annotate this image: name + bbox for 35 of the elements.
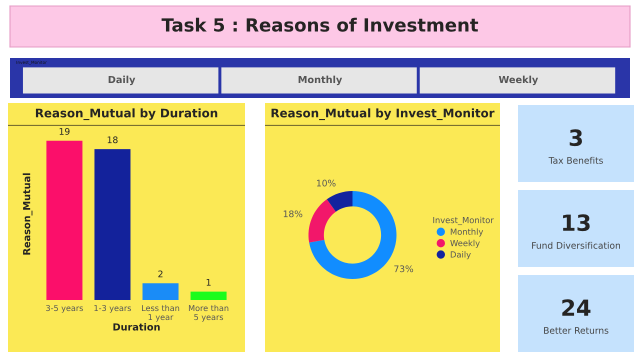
x-axis-title: Duration bbox=[113, 323, 160, 331]
bar bbox=[142, 283, 179, 300]
legend-label: Monthly bbox=[450, 228, 484, 236]
legend-label: Weekly bbox=[450, 240, 480, 248]
text: Daily bbox=[108, 76, 136, 86]
donut-slice bbox=[326, 191, 352, 212]
x-tick-label: Less than 1 year bbox=[142, 304, 180, 322]
data-label: 10% bbox=[316, 180, 336, 187]
text: 13 bbox=[563, 214, 590, 232]
x-tick-label: More than 5 years bbox=[188, 304, 228, 322]
text: Task 5 : Reasons of Investment bbox=[162, 18, 478, 32]
bar bbox=[190, 292, 227, 300]
x-tick-label: 1-3 years bbox=[94, 305, 132, 313]
data-label: 73% bbox=[394, 265, 414, 272]
text: 3 bbox=[570, 129, 582, 146]
legend-label: Daily bbox=[450, 251, 471, 260]
chart-title: Reason_Mutual by Duration bbox=[36, 108, 218, 120]
text: Monthly bbox=[298, 76, 342, 86]
chart-title: Reason_Mutual by Invest_Monitor bbox=[272, 108, 494, 120]
data-label: 19 bbox=[60, 128, 70, 135]
data-label: 18% bbox=[284, 210, 302, 218]
bar bbox=[46, 140, 82, 300]
data-label: 1 bbox=[206, 278, 211, 286]
x-tick-label: 3-5 years bbox=[46, 305, 83, 313]
text: 24 bbox=[562, 299, 590, 316]
y-axis-title: Reason_Mutual bbox=[22, 173, 32, 255]
text: Fund Diversification bbox=[532, 242, 620, 249]
text: Better Returns bbox=[544, 327, 608, 334]
legend-title: Invest_Monitor bbox=[433, 216, 494, 226]
text: Tax Benefits bbox=[548, 156, 603, 164]
data-label: 18 bbox=[108, 136, 118, 144]
bar bbox=[94, 149, 130, 300]
donut-slice bbox=[308, 199, 336, 242]
text: Weekly bbox=[498, 76, 538, 86]
data-label: 2 bbox=[158, 270, 162, 278]
